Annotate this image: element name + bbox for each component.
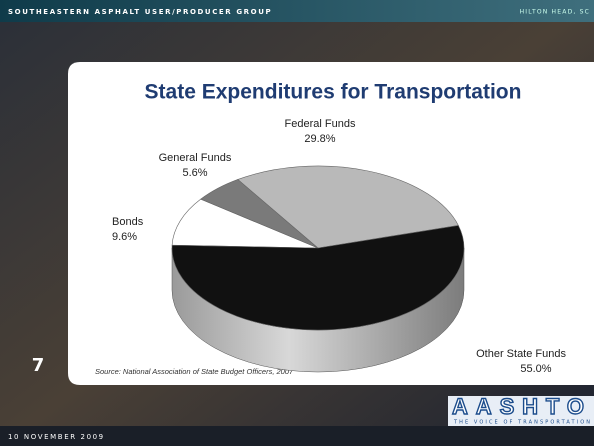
header-left: SOUTHEASTERN ASPHALT USER/PRODUCER GROUP: [8, 8, 272, 16]
pie-slice: [171, 198, 319, 249]
pie-slice: [171, 225, 465, 331]
slice-label: Bonds: [112, 216, 144, 228]
slice-value-label: 29.8%: [304, 133, 335, 145]
source-note: Source: National Association of State Bu…: [95, 367, 294, 376]
logo-box: [448, 396, 594, 426]
slide-number: 7: [32, 355, 45, 376]
slice-value-label: 55.0%: [520, 363, 551, 375]
pie-chart: Bonds 9.6% General Funds 5.6% Federal Funds 2…: [112, 118, 566, 375]
slice-label: Other State Funds: [476, 348, 566, 360]
slice-label: Federal Funds: [285, 118, 356, 130]
chart-title: State Expenditures for Transportation: [145, 81, 522, 104]
footer-bar: [0, 426, 594, 446]
slice-label: General Funds: [159, 152, 232, 164]
footer-date: 10 NOVEMBER 2009: [8, 433, 105, 441]
slice-value-label: 5.6%: [182, 167, 207, 179]
header-bar: [0, 0, 594, 22]
header-right: HILTON HEAD, SC: [520, 9, 590, 16]
slice-value-label: 9.6%: [112, 231, 137, 243]
pie-slice: [237, 165, 459, 249]
